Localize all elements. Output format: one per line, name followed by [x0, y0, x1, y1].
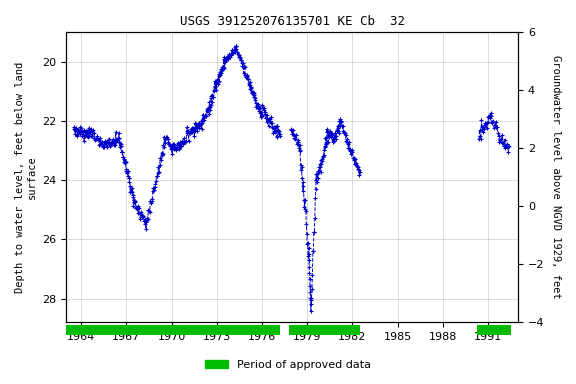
- Y-axis label: Groundwater level above NGVD 1929, feet: Groundwater level above NGVD 1929, feet: [551, 55, 561, 299]
- Y-axis label: Depth to water level, feet below land
surface: Depth to water level, feet below land su…: [15, 61, 37, 293]
- Title: USGS 391252076135701 KE Cb  32: USGS 391252076135701 KE Cb 32: [180, 15, 404, 28]
- Legend: Period of approved data: Period of approved data: [201, 356, 375, 375]
